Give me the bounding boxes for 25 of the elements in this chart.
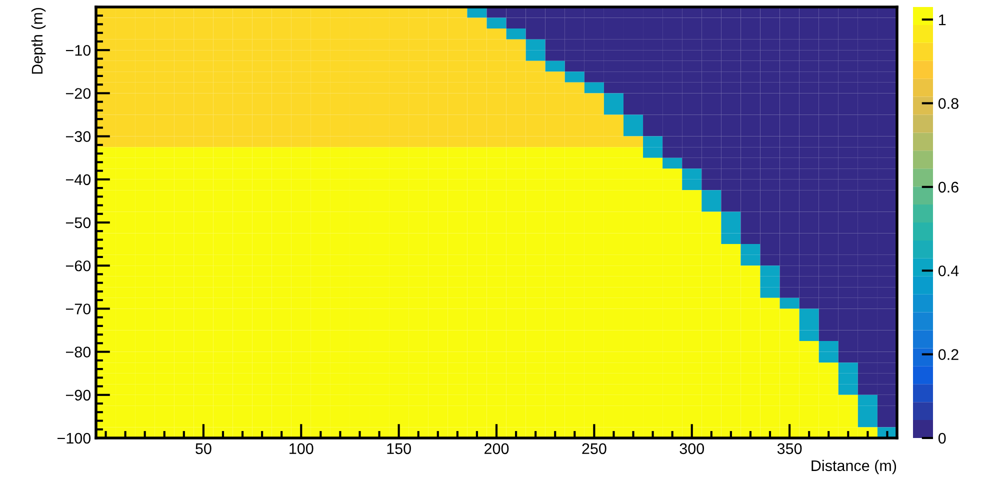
- color-bar-label: 0.2: [938, 349, 958, 360]
- y-tick-label: −60: [66, 260, 91, 272]
- y-tick-label: −90: [66, 390, 91, 401]
- y-tick-label: −30: [66, 131, 91, 142]
- y-tick-label: −20: [66, 88, 91, 99]
- y-tick-label: −40: [66, 174, 91, 186]
- x-tick-label: 350: [777, 443, 802, 454]
- color-bar-label: 0: [938, 432, 946, 444]
- x-tick-label: 250: [582, 443, 606, 454]
- x-tick-label: 50: [196, 443, 212, 454]
- y-tick-label: −10: [66, 44, 91, 56]
- x-tick-label: 200: [484, 443, 509, 454]
- x-tick-label: 150: [387, 443, 411, 454]
- y-tick-label: −70: [66, 304, 91, 314]
- x-axis-title: Distance (m): [812, 460, 896, 474]
- y-tick-label: −50: [66, 217, 91, 228]
- y-tick-label: −80: [66, 346, 91, 358]
- x-tick-label: 100: [290, 443, 314, 454]
- color-bar-label: 0.8: [938, 98, 958, 109]
- x-tick-label: 300: [680, 443, 704, 454]
- y-axis-title: Depth (m): [31, 8, 46, 74]
- color-bar-label: 0.4: [938, 265, 959, 276]
- color-bar-label: 1: [939, 14, 946, 26]
- color-bar-label: 0.6: [938, 182, 958, 193]
- y-tick-label: −100: [57, 432, 91, 444]
